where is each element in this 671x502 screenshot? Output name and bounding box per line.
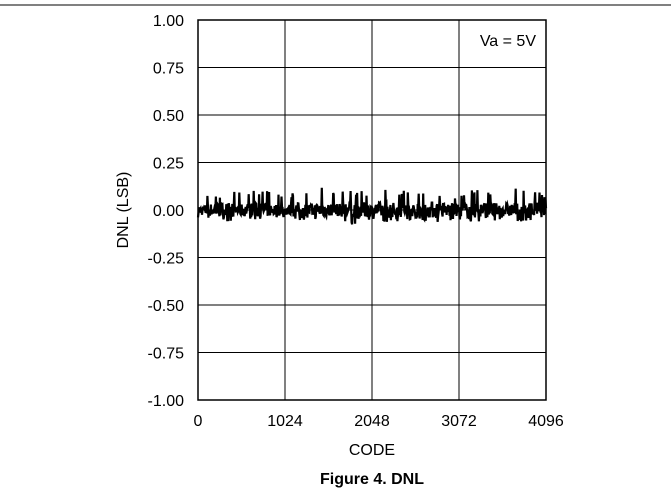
x-tick-label: 0 xyxy=(194,413,203,430)
y-tick-label: -0.50 xyxy=(148,298,185,315)
tick-layer: 1.00 0.75 0.50 0.25 0.00 -0.25 -0.50 -0.75 -1.00… xyxy=(148,13,564,430)
y-tick-label: 1.00 xyxy=(153,13,184,30)
annotation-label: Va = 5V xyxy=(480,33,537,50)
figure-caption: Figure 4. DNL xyxy=(320,471,424,488)
plot-frame xyxy=(197,19,547,401)
x-tick-label: 2048 xyxy=(354,413,390,430)
x-tick-label: 1024 xyxy=(267,413,303,430)
y-tick-label: 0.00 xyxy=(153,203,184,220)
y-tick-label: 0.25 xyxy=(153,156,184,173)
y-tick-label: -1.00 xyxy=(148,393,185,410)
data-layer xyxy=(196,187,548,225)
y-tick-label: -0.75 xyxy=(148,346,185,363)
x-tick-label: 4096 xyxy=(528,413,564,430)
y-axis-title: DNL (LSB) xyxy=(115,172,132,249)
y-tick-label: -0.25 xyxy=(148,251,185,268)
x-tick-label: 3072 xyxy=(441,413,477,430)
y-tick-label: 0.50 xyxy=(153,108,184,125)
y-tick-label: 0.75 xyxy=(153,61,184,78)
dnl-series-line xyxy=(196,187,548,225)
x-axis-title: CODE xyxy=(349,442,395,459)
